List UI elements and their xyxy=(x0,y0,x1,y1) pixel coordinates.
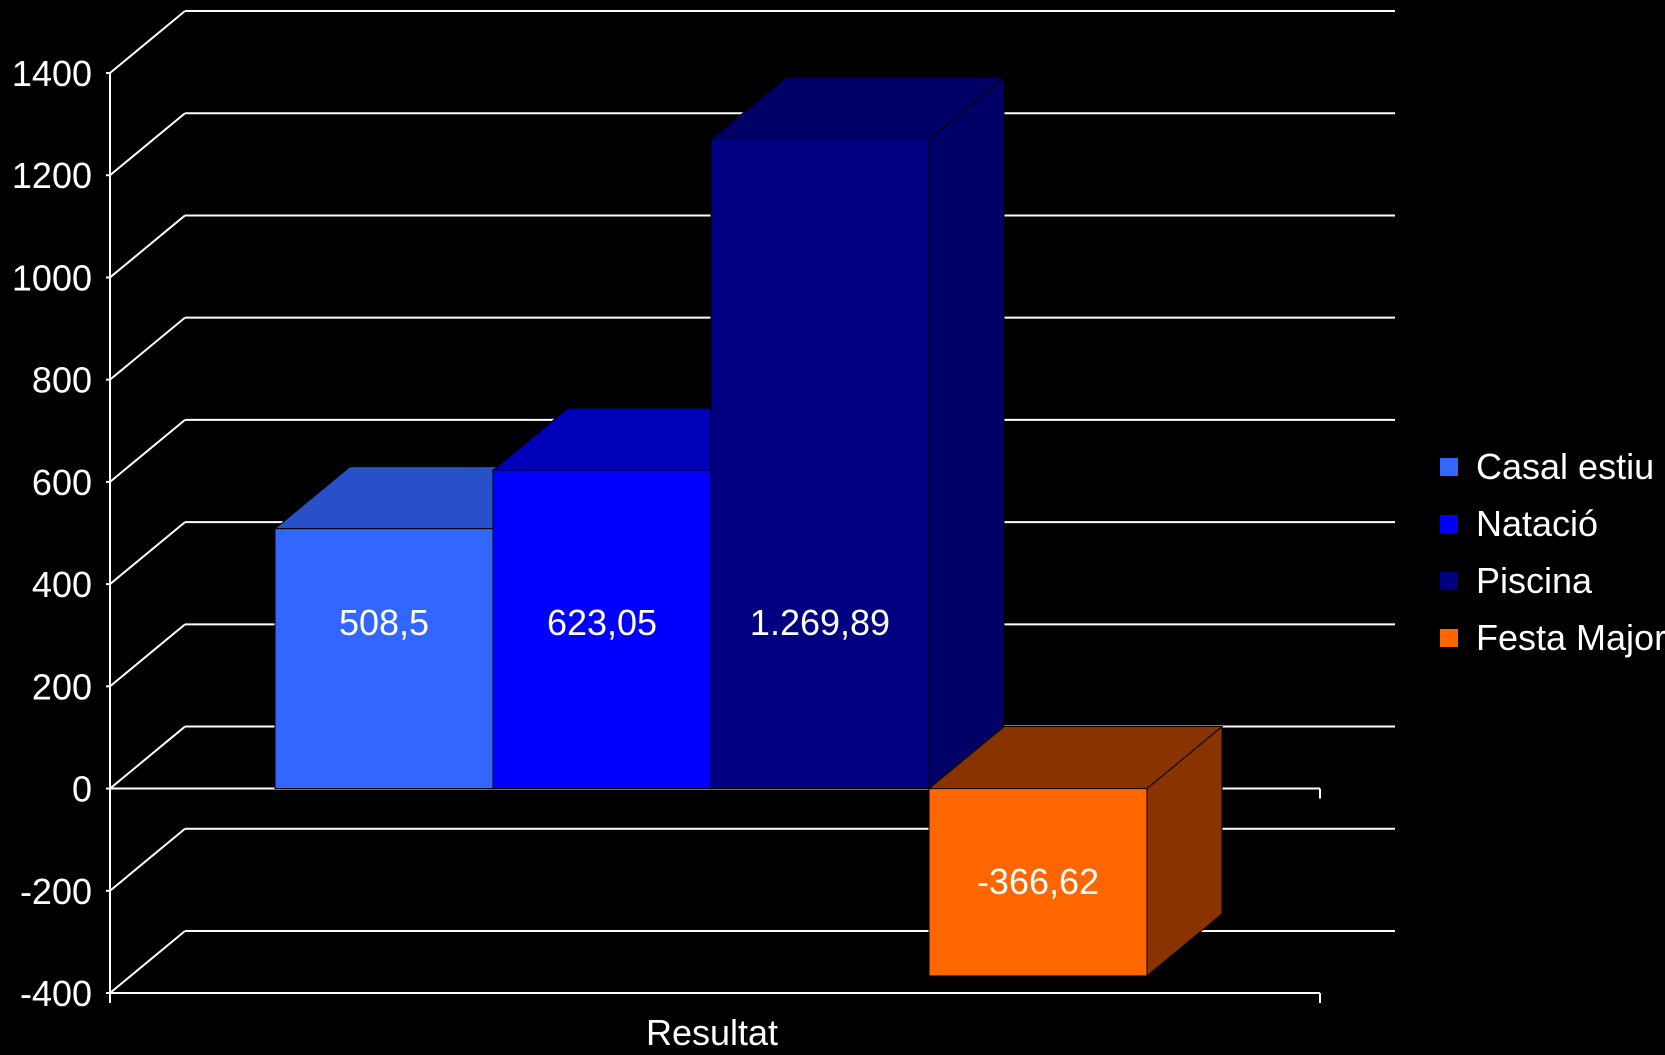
legend-swatch xyxy=(1440,571,1458,590)
y-tick-label: 0 xyxy=(72,769,92,810)
depth-line xyxy=(109,10,186,74)
legend-label: Festa Major xyxy=(1476,616,1665,658)
y-tick-label: 1000 xyxy=(12,257,92,298)
legend-label: Casal estiu xyxy=(1476,445,1655,487)
y-tick-label: -200 xyxy=(20,871,92,912)
legend-item: Natació xyxy=(1440,495,1665,552)
legend-item: Piscina xyxy=(1440,552,1665,609)
y-tick-label: 400 xyxy=(32,564,92,605)
legend: Casal estiu Natació Piscina Festa Major xyxy=(1440,438,1665,666)
depth-line xyxy=(109,521,186,585)
depth-line xyxy=(109,930,186,994)
y-tick-label: 1200 xyxy=(12,155,92,196)
y-tick-label: 800 xyxy=(32,360,92,401)
data-label: 508,5 xyxy=(339,602,429,643)
legend-item: Festa Major xyxy=(1440,609,1665,666)
bar-front xyxy=(710,139,930,790)
depth-line xyxy=(109,112,186,176)
legend-swatch xyxy=(1440,628,1458,647)
bar-front xyxy=(274,528,494,790)
legend-label: Natació xyxy=(1476,502,1599,544)
y-tick-label: -400 xyxy=(20,973,92,1014)
legend-label: Piscina xyxy=(1476,559,1593,601)
y-tick-label: 600 xyxy=(32,462,92,503)
legend-item: Casal estiu xyxy=(1440,438,1665,495)
bar-side-face xyxy=(928,76,1005,790)
depth-line xyxy=(109,419,186,483)
data-label: -366,62 xyxy=(977,861,1099,902)
data-label: 623,05 xyxy=(547,602,657,643)
legend-swatch xyxy=(1440,514,1458,533)
data-label: 1.269,89 xyxy=(750,602,890,643)
y-tick-label: 1400 xyxy=(12,53,92,94)
depth-line xyxy=(109,725,186,790)
depth-line xyxy=(109,316,186,381)
y-tick-label: 200 xyxy=(32,666,92,707)
depth-line xyxy=(109,828,186,892)
bar-front xyxy=(492,469,712,790)
x-category-label: Resultat xyxy=(646,1012,778,1053)
depth-line xyxy=(109,214,186,279)
legend-swatch xyxy=(1440,457,1458,476)
depth-line xyxy=(109,623,186,688)
bar-front xyxy=(928,788,1148,977)
